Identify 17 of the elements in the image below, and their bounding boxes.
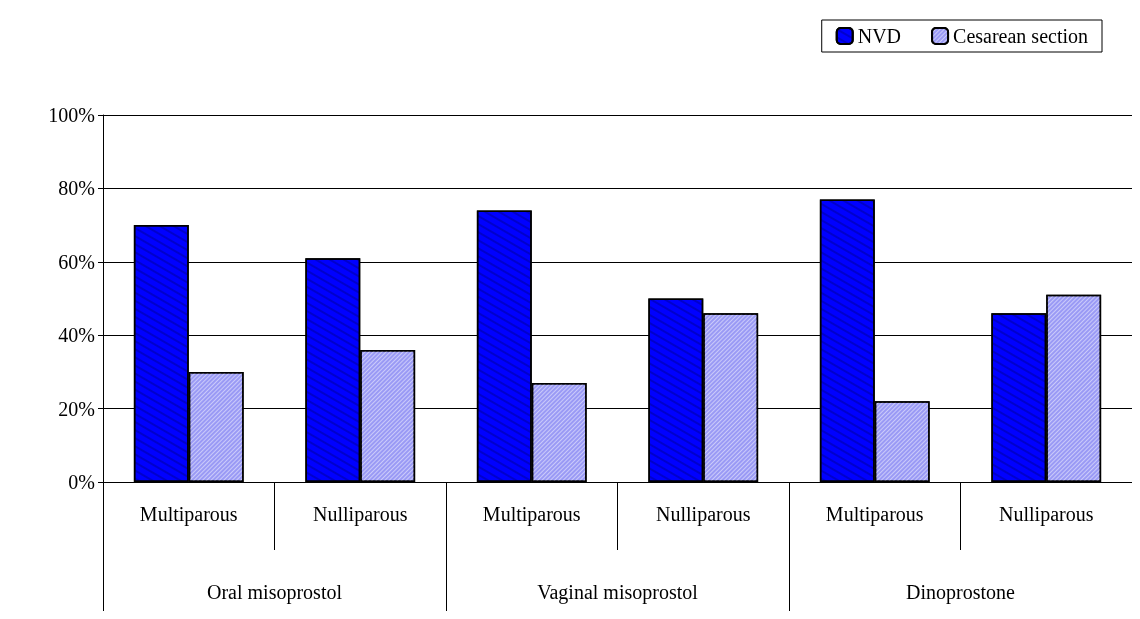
- legend-label: NVD: [857, 25, 902, 47]
- x-tick-label: Multiparous: [825, 503, 924, 526]
- legend-label: Cesarean section: [953, 25, 1089, 47]
- y-tick-label: 20%: [58, 397, 95, 420]
- y-tick-label: 60%: [58, 250, 95, 273]
- x-tick-label: Nulliparous: [999, 503, 1094, 526]
- text: Vaginal misoprostol: [537, 581, 699, 604]
- text: Dinoprostone: [906, 581, 1016, 604]
- x-tick-label: Multiparous: [482, 503, 581, 526]
- y-tick-label: 40%: [58, 324, 95, 347]
- y-tick-label: 0%: [68, 471, 95, 493]
- x-tick-label: Nulliparous: [313, 503, 408, 526]
- y-tick-label: 80%: [58, 177, 95, 200]
- y-tick-label: 100%: [48, 104, 95, 126]
- text: Oral misoprostol: [207, 581, 343, 604]
- x-tick-label: Nulliparous: [656, 503, 751, 526]
- x-tick-label: Multiparous: [139, 503, 238, 526]
